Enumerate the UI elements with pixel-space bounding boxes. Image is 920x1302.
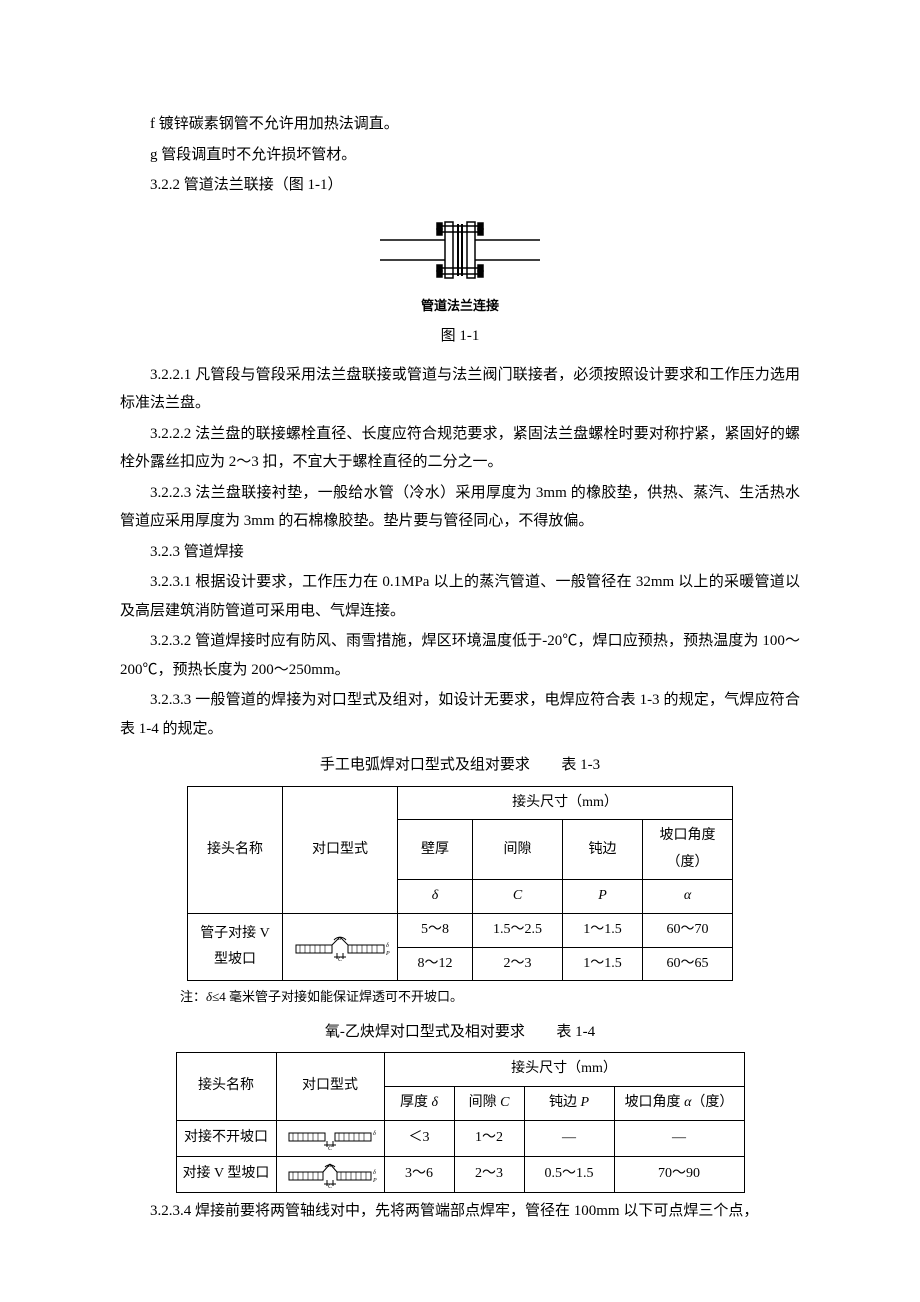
figure-number: 图 1-1 — [120, 322, 800, 351]
cell: 0.5～1.5 — [524, 1156, 614, 1192]
paragraph-3-2-2-3: 3.2.2.3 法兰盘联接衬垫，一般给水管（冷水）采用厚度为 3mm 的橡胶垫，… — [120, 479, 800, 536]
cell: 1～2 — [454, 1120, 524, 1156]
row-type-diagram: C δ — [276, 1120, 384, 1156]
flange-diagram — [375, 210, 545, 290]
paragraph-3-2-2-1: 3.2.2.1 凡管段与管段采用法兰盘联接或管道与法兰阀门联接者，必须按照设计要… — [120, 361, 800, 418]
row-type-diagram: α C δ P — [283, 914, 398, 981]
th-gap: 间隙 C — [454, 1087, 524, 1121]
table-1-4-title-right: 表 1-4 — [556, 1024, 595, 1040]
paragraph-3-2-2: 3.2.2 管道法兰联接（图 1-1） — [120, 171, 800, 200]
paragraph-3-2-3-3: 3.2.3.3 一般管道的焊接为对口型式及组对，如设计无要求，电焊应符合表 1-… — [120, 686, 800, 743]
no-groove-icon: C δ — [283, 1125, 378, 1151]
figure-caption: 管道法兰连接 — [120, 294, 800, 319]
svg-text:δ: δ — [373, 1170, 376, 1176]
svg-text:δ: δ — [386, 943, 389, 949]
th-gap: 间隙 — [473, 820, 563, 880]
sym-alpha: α — [643, 880, 733, 914]
sym-delta: δ — [398, 880, 473, 914]
svg-text:C: C — [328, 1184, 333, 1188]
table-1-3-title: 手工电弧焊对口型式及组对要求 表 1-3 — [120, 751, 800, 780]
paragraph-3-2-2-2: 3.2.2.2 法兰盘的联接螺栓直径、长度应符合规范要求，紧固法兰盘螺栓时要对称… — [120, 420, 800, 477]
cell: 3～6 — [384, 1156, 454, 1192]
th-name: 接头名称 — [176, 1053, 276, 1120]
th-name: 接头名称 — [188, 786, 283, 913]
cell: 2～3 — [454, 1156, 524, 1192]
cell: 70～90 — [614, 1156, 744, 1192]
v-groove-icon: α C δ P — [290, 933, 390, 961]
cell: 1～1.5 — [563, 947, 643, 981]
cell: 60～70 — [643, 914, 733, 948]
svg-text:C: C — [328, 1146, 333, 1151]
table-1-3-title-right: 表 1-3 — [561, 757, 600, 773]
row-type-diagram: α C δ P — [276, 1156, 384, 1192]
table-1-3: 接头名称 对口型式 接头尺寸（mm） 壁厚 间隙 钝边 坡口角度（度） δ C … — [187, 786, 733, 982]
table-1-4-title: 氧-乙炔焊对口型式及相对要求 表 1-4 — [120, 1018, 800, 1047]
svg-text:P: P — [385, 951, 390, 957]
th-angle: 坡口角度 α（度） — [614, 1087, 744, 1121]
cell: 1～1.5 — [563, 914, 643, 948]
sym-c: C — [473, 880, 563, 914]
cell: 8～12 — [398, 947, 473, 981]
cell: 2～3 — [473, 947, 563, 981]
paragraph-3-2-3-2: 3.2.3.2 管道焊接时应有防风、雨雪措施，焊区环境温度低于-20℃，焊口应预… — [120, 627, 800, 684]
th-angle: 坡口角度（度） — [643, 820, 733, 880]
th-joint-group: 接头尺寸（mm） — [398, 786, 733, 820]
cell: — — [524, 1120, 614, 1156]
v-groove-icon-2: α C δ P — [283, 1160, 378, 1188]
table-1-3-title-left: 手工电弧焊对口型式及组对要求 — [320, 757, 530, 773]
row-name: 对接 V 型坡口 — [176, 1156, 276, 1192]
th-thickness: 厚度 δ — [384, 1087, 454, 1121]
paragraph-3-2-3-1: 3.2.3.1 根据设计要求，工作压力在 0.1MPa 以上的蒸汽管道、一般管径… — [120, 568, 800, 625]
paragraph-f: f 镀锌碳素钢管不允许用加热法调直。 — [120, 110, 800, 139]
paragraph-3-2-3-4: 3.2.3.4 焊接前要将两管轴线对中，先将两管端部点焊牢，管径在 100mm … — [120, 1197, 800, 1226]
figure-1-1-wrap: 管道法兰连接 图 1-1 — [120, 210, 800, 351]
svg-text:C: C — [338, 957, 343, 961]
svg-text:δ: δ — [373, 1131, 376, 1137]
sym-p: P — [563, 880, 643, 914]
table-1-3-note: 注：δ≤4 毫米管子对接如能保证焊透可不开坡口。 — [180, 985, 800, 1010]
svg-text:P: P — [372, 1178, 377, 1184]
th-type: 对口型式 — [283, 786, 398, 913]
th-joint-group: 接头尺寸（mm） — [384, 1053, 744, 1087]
th-thickness: 壁厚 — [398, 820, 473, 880]
cell: — — [614, 1120, 744, 1156]
row-name: 管子对接 V 型坡口 — [188, 914, 283, 981]
cell: 5～8 — [398, 914, 473, 948]
cell: ＜3 — [384, 1120, 454, 1156]
th-edge: 钝边 — [563, 820, 643, 880]
table-1-4-title-left: 氧-乙炔焊对口型式及相对要求 — [325, 1024, 525, 1040]
paragraph-g: g 管段调直时不允许损坏管材。 — [120, 141, 800, 170]
cell: 60～65 — [643, 947, 733, 981]
table-1-4: 接头名称 对口型式 接头尺寸（mm） 厚度 δ 间隙 C 钝边 P 坡口角度 α… — [176, 1052, 745, 1192]
row-name: 对接不开坡口 — [176, 1120, 276, 1156]
th-type: 对口型式 — [276, 1053, 384, 1120]
th-edge: 钝边 P — [524, 1087, 614, 1121]
paragraph-3-2-3: 3.2.3 管道焊接 — [120, 538, 800, 567]
cell: 1.5～2.5 — [473, 914, 563, 948]
